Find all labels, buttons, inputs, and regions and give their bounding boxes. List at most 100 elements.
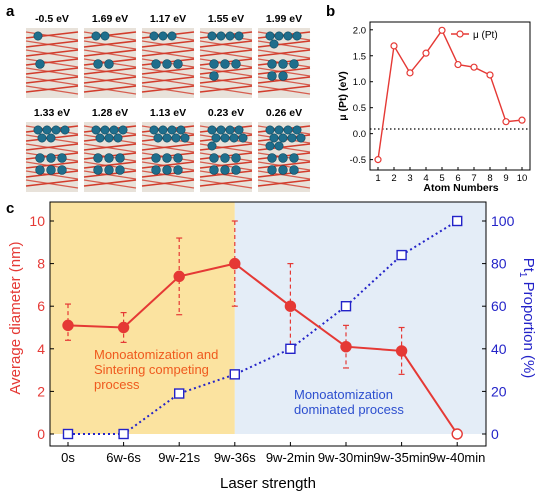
pt-atom (216, 31, 226, 41)
mu-pt-point (374, 156, 382, 164)
lattice-bond (257, 76, 311, 86)
pt-atom (115, 153, 125, 163)
pt1-proportion-points (62, 215, 463, 440)
lattice-bond (199, 85, 253, 93)
lattice-bond (25, 67, 79, 77)
pt-atom (113, 133, 123, 143)
competing-note-line-1: Monoatomization and (94, 347, 218, 362)
lattice-bond (83, 179, 137, 189)
average-diameter-point (62, 319, 74, 332)
energy-label: 1.28 eV (92, 107, 128, 119)
pt-atom (104, 153, 114, 163)
lattice-bond (141, 67, 195, 75)
lattice-bond (199, 49, 253, 57)
b-x-tick-label: 8 (487, 173, 492, 184)
lattice-bond (25, 143, 79, 151)
pt-atom (100, 125, 110, 135)
pt-atom (162, 153, 172, 163)
lattice-bond (199, 170, 253, 180)
panel-b: b -0.5 0.0 0.5 1.0 1.5 2.0 1 2 3 4 5 6 7 8 9 10 Atom N… (326, 3, 531, 194)
lattice-bond (199, 161, 253, 169)
panel-b-frame (369, 21, 531, 171)
lattice-bond (141, 143, 195, 153)
c-left-tick-label: 6 (37, 298, 45, 314)
panel-b-x-axis-title: Atom Numbers (423, 182, 498, 194)
structure-thumbnail (25, 28, 79, 98)
energy-label: 0.26 eV (266, 107, 302, 119)
pt-atom (289, 165, 299, 175)
average-diameter-point (117, 321, 130, 334)
c-x-tick-label: 9w-40min (429, 450, 485, 465)
lattice-bond (141, 179, 195, 187)
lattice-bond (83, 161, 137, 169)
legend-marker (456, 30, 464, 38)
pt-atom (274, 31, 284, 41)
lattice-bond (257, 49, 311, 59)
structure-thumbnail (141, 122, 195, 192)
lattice-bond (199, 179, 253, 189)
pt-atom (207, 31, 217, 41)
structure-thumbnail (199, 28, 253, 98)
b-y-tick-label: 2.0 (353, 25, 366, 36)
c-left-tick-label: 4 (37, 341, 45, 357)
energy-label: 0.23 eV (208, 107, 244, 119)
energy-label: 1.13 eV (150, 107, 186, 119)
panel-b-letter: b (326, 3, 335, 20)
pt-atom (269, 39, 279, 49)
lattice-bond (83, 67, 137, 77)
c-right-tick-label: 100 (491, 213, 515, 229)
b-x-tick-label: 9 (503, 173, 508, 184)
pt-atom (35, 165, 45, 175)
c-left-tick-label: 10 (29, 213, 45, 229)
pt-atom (91, 125, 101, 135)
pt-atom (167, 31, 177, 41)
pt-atom (283, 31, 293, 41)
pt1-proportion-point (340, 301, 352, 312)
lattice-bond (25, 85, 79, 93)
panel-b-legend: μ (Pt) (451, 30, 498, 41)
lattice-bond (83, 143, 137, 151)
pt-atom (292, 31, 302, 41)
pt-atom (209, 71, 219, 81)
lattice-bond (141, 40, 195, 48)
lattice-bond (141, 76, 195, 84)
panel-b-y-axis-title: μ (Pt) (eV) (337, 71, 349, 121)
pt-atom (209, 59, 219, 69)
panel-c-left-ticks: 0 2 4 6 8 10 (29, 213, 54, 442)
pt-atom (167, 125, 177, 135)
pt-atom (220, 59, 230, 69)
lattice-bond (25, 143, 79, 153)
pt-atom (35, 59, 45, 69)
pt-atom (216, 125, 226, 135)
energy-label: 1.69 eV (92, 13, 128, 25)
dominated-note-line-2: dominated process (294, 402, 404, 417)
lattice-bond (141, 179, 195, 189)
pt-atom (274, 141, 284, 151)
right-axis-title-main: Pt (520, 258, 537, 273)
c-right-tick-label: 80 (491, 256, 507, 272)
lattice-bond (257, 40, 311, 50)
b-x-tick-label: 5 (439, 173, 444, 184)
mu-pt-point (454, 60, 462, 69)
panel-c-left-axis-title: Average diameter (nm) (7, 241, 24, 394)
average-diameter-point (451, 428, 463, 440)
pt-atom (173, 165, 183, 175)
mu-pt-point (502, 118, 510, 126)
lattice-bond (257, 161, 311, 169)
pt-atom (220, 165, 230, 175)
pt-atom (158, 125, 168, 135)
lattice-bond (83, 40, 137, 50)
lattice-bond (199, 67, 253, 77)
panel-c-x-axis-title: Laser strength (220, 475, 316, 492)
pt-atom (171, 133, 181, 143)
panel-b-y-ticks: -0.5 0.0 0.5 1.0 1.5 2.0 (350, 25, 373, 166)
lattice-bond (199, 67, 253, 75)
pt-atom (289, 153, 299, 163)
b-y-tick-label: 1.0 (353, 77, 366, 88)
lattice-bond (83, 40, 137, 48)
lattice-bond (141, 170, 195, 180)
pt-atom (265, 31, 275, 41)
pt1-proportion-point (118, 428, 129, 440)
pt-atom (151, 59, 161, 69)
pt-atom (118, 125, 128, 135)
